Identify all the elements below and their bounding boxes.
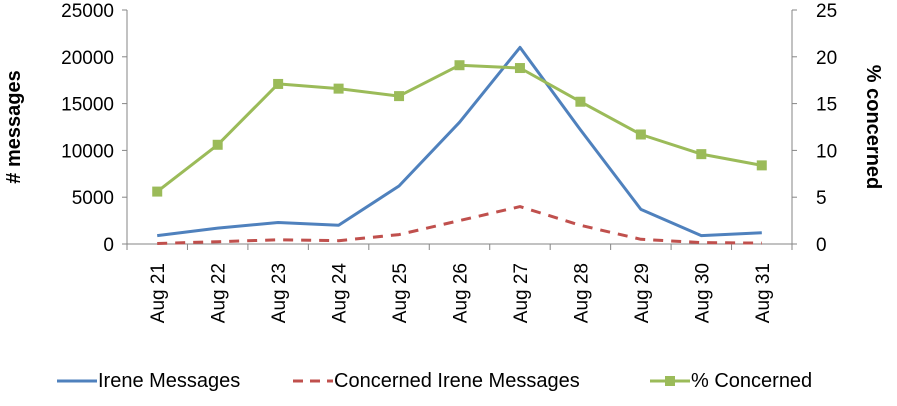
legend-swatch-irene-messages xyxy=(57,379,97,383)
left-tick-label: 0 xyxy=(103,235,114,256)
data-point-percent-concerned xyxy=(635,129,646,140)
legend-swatch-percent-concerned xyxy=(650,376,690,386)
x-tick-label: Aug 22 xyxy=(209,263,230,323)
right-tick-label: 10 xyxy=(816,141,837,162)
left-axis: 0 5000 10000 15000 20000 25000 xyxy=(61,1,128,256)
x-tick-label: Aug 31 xyxy=(753,263,774,323)
x-axis: Aug 21 Aug 22 Aug 23 Aug 24 Aug 25 Aug 26 Aug … xyxy=(126,243,793,324)
x-tick-label: Aug 21 xyxy=(148,263,169,323)
legend: Irene Messages Concerned Irene Messages … xyxy=(0,366,897,396)
data-point-percent-concerned xyxy=(454,60,465,71)
legend-label-concerned-irene-messages: Concerned Irene Messages xyxy=(334,369,580,392)
data-point-percent-concerned xyxy=(212,139,223,150)
legend-item-irene-messages: Irene Messages xyxy=(57,366,240,396)
left-tick-label: 5000 xyxy=(72,188,114,209)
left-axis-title: # messages xyxy=(3,70,25,183)
right-tick-label: 25 xyxy=(816,1,837,22)
data-point-percent-concerned xyxy=(273,78,284,89)
left-tick-label: 25000 xyxy=(61,1,114,22)
series-layer xyxy=(152,45,767,245)
left-tick-label: 20000 xyxy=(61,48,114,69)
x-tick-label: Aug 25 xyxy=(390,263,411,323)
legend-item-percent-concerned: % Concerned xyxy=(650,366,812,396)
right-tick-label: 0 xyxy=(816,235,827,256)
legend-label-percent-concerned: % Concerned xyxy=(691,369,813,392)
right-tick-label: 5 xyxy=(816,188,827,209)
x-tick-label: Aug 24 xyxy=(330,263,351,324)
data-point-percent-concerned xyxy=(333,83,344,94)
right-tick-label: 20 xyxy=(816,48,837,69)
dual-axis-line-chart: 0 5000 10000 15000 20000 25000 0 5 10 15 20 25 Aug… xyxy=(3,1,884,324)
series-line-irene-messages xyxy=(157,45,762,238)
legend-item-concerned-irene-messages: Concerned Irene Messages xyxy=(293,366,580,396)
data-point-percent-concerned xyxy=(696,149,707,160)
data-point-percent-concerned xyxy=(514,63,525,74)
x-tick-label: Aug 26 xyxy=(451,263,472,323)
x-tick-label: Aug 27 xyxy=(511,263,532,323)
legend-label-irene-messages: Irene Messages xyxy=(98,369,241,392)
data-point-percent-concerned xyxy=(575,96,586,107)
data-point-percent-concerned xyxy=(394,91,405,102)
legend-swatch-concerned-irene-messages xyxy=(293,379,333,383)
right-axis: 0 5 10 15 20 25 xyxy=(791,1,837,256)
series-line-percent-concerned xyxy=(156,63,763,193)
series-line-concerned-irene-messages xyxy=(157,205,762,245)
left-tick-label: 15000 xyxy=(61,95,114,116)
data-point-percent-concerned xyxy=(152,186,163,197)
x-tick-label: Aug 28 xyxy=(571,263,592,323)
right-tick-label: 15 xyxy=(816,95,837,116)
x-tick-label: Aug 29 xyxy=(632,263,653,323)
data-point-percent-concerned xyxy=(756,160,767,171)
x-tick-label: Aug 30 xyxy=(692,263,713,323)
right-axis-title: % concerned xyxy=(862,65,884,189)
x-tick-label: Aug 23 xyxy=(269,263,290,323)
left-tick-label: 10000 xyxy=(61,141,114,162)
